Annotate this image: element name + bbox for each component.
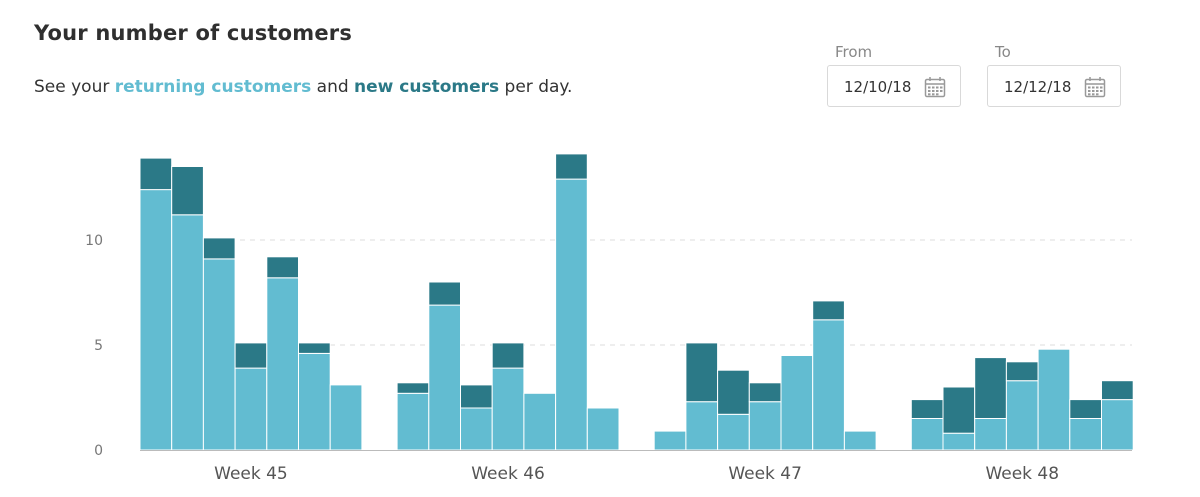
bar-new <box>717 369 750 415</box>
bar-new <box>298 342 331 354</box>
x-category-label: Week 48 <box>985 464 1059 484</box>
bar-new <box>974 357 1007 420</box>
bar-returning <box>812 319 845 451</box>
bar-returning <box>653 430 687 451</box>
bar-new <box>491 342 525 369</box>
returning-customers-label: returning customers <box>114 77 312 97</box>
page-subtitle: See your returning customers and new cus… <box>34 77 572 97</box>
subtitle-prefix: See your <box>34 77 115 97</box>
bar-returning <box>460 407 493 451</box>
bar-new <box>234 342 268 369</box>
bar-returning <box>555 178 588 451</box>
bar-new <box>942 386 976 434</box>
bar-returning <box>491 367 525 451</box>
bar-returning <box>910 418 944 451</box>
from-date-value: 12/10/18 <box>844 78 912 96</box>
bar-new <box>396 382 430 394</box>
from-label: From <box>835 43 873 61</box>
bar-new <box>812 300 845 321</box>
bar-new <box>202 237 236 260</box>
bar-returning <box>780 355 814 451</box>
bar-returning <box>202 258 236 451</box>
bar-returning <box>266 277 299 451</box>
to-date-input[interactable]: 12/12/18 <box>987 65 1121 107</box>
bar-new <box>460 384 493 409</box>
bar-returning <box>1069 418 1103 451</box>
bar-returning <box>428 304 461 451</box>
new-customers-label: new customers <box>354 77 500 97</box>
bar-returning <box>396 392 430 451</box>
calendar-icon[interactable] <box>924 76 946 98</box>
bar-returning <box>586 407 620 451</box>
bar-new <box>266 256 299 279</box>
x-category-label: Week 47 <box>728 464 802 484</box>
bar-returning <box>717 413 750 451</box>
bar-returning <box>1005 380 1039 451</box>
bar-new <box>428 281 461 306</box>
calendar-icon[interactable] <box>1084 76 1106 98</box>
bar-returning <box>748 401 782 451</box>
x-category-label: Week 45 <box>214 464 288 484</box>
x-category-label: Week 46 <box>471 464 545 484</box>
subtitle-mid: and <box>311 77 355 97</box>
bar-new <box>1101 380 1134 401</box>
bar-new <box>139 157 173 191</box>
bar-returning <box>843 430 877 451</box>
bar-returning <box>1037 348 1071 451</box>
bar-new <box>171 166 204 216</box>
bar-returning <box>139 189 173 451</box>
y-tick-label: 0 <box>94 443 103 459</box>
from-date-group: From 12/10/18 <box>827 43 961 107</box>
bar-new <box>555 153 588 180</box>
to-date-value: 12/12/18 <box>1004 78 1072 96</box>
to-date-group: To 12/12/18 <box>987 43 1121 107</box>
bar-returning <box>523 392 557 451</box>
from-date-input[interactable]: 12/10/18 <box>827 65 961 107</box>
to-label: To <box>995 43 1011 61</box>
bar-new <box>685 342 719 403</box>
bar-new <box>1069 399 1103 420</box>
bar-returning <box>974 418 1007 451</box>
bar-new <box>748 382 782 403</box>
y-tick-label: 5 <box>94 338 103 354</box>
bar-returning <box>1101 399 1134 451</box>
bar-new <box>910 399 944 420</box>
y-tick-label: 10 <box>85 233 103 249</box>
subtitle-suffix: per day. <box>499 77 573 97</box>
bar-returning <box>171 214 204 451</box>
bar-returning <box>329 384 363 451</box>
page-title: Your number of customers <box>34 21 353 45</box>
bar-returning <box>942 432 976 451</box>
bar-returning <box>685 401 719 451</box>
bar-returning <box>298 352 331 451</box>
bar-returning <box>234 367 268 451</box>
bar-new <box>1005 361 1039 382</box>
